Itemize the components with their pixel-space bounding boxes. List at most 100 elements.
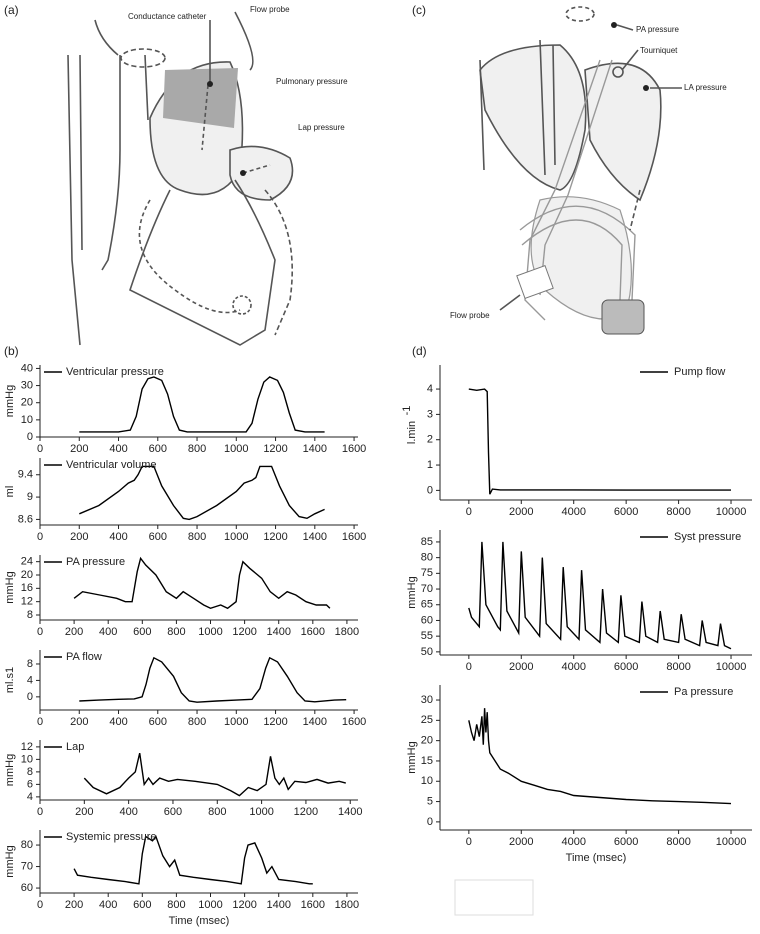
x-tick-label: 1000	[224, 443, 248, 455]
x-tick-label: 1000	[198, 899, 222, 911]
x-tick-label: 1600	[342, 443, 366, 455]
x-tick-label: 1000	[224, 531, 248, 543]
y-tick-label: 75	[421, 567, 433, 579]
y-tick-label: 10	[21, 753, 33, 765]
x-tick-label: 600	[149, 443, 167, 455]
x-tick-label: 800	[208, 806, 226, 818]
y-tick-label: 70	[21, 860, 33, 872]
y-axis-label: mmHg	[4, 385, 16, 417]
diagram-label: PA pressure	[636, 25, 680, 34]
x-tick-label: 0	[37, 626, 43, 638]
x-tick-label: 400	[99, 626, 117, 638]
x-tick-label: 1200	[263, 531, 287, 543]
x-tick-label: 600	[164, 806, 182, 818]
y-tick-label: 3	[427, 408, 433, 420]
x-tick-label: 600	[149, 716, 167, 728]
y-tick-label: 10	[421, 775, 433, 787]
x-axis-label: Time (msec)	[566, 852, 627, 864]
y-tick-label: 20	[421, 735, 433, 747]
x-tick-label: 1600	[301, 626, 325, 638]
x-tick-label: 0	[37, 716, 43, 728]
y-tick-label: 12	[21, 741, 33, 753]
x-tick-label: 800	[188, 443, 206, 455]
data-line	[79, 376, 325, 433]
x-tick-label: 0	[37, 899, 43, 911]
x-tick-label: 0	[37, 531, 43, 543]
x-tick-label: 1800	[335, 626, 359, 638]
y-tick-label: 8.6	[18, 513, 33, 525]
y-axis-label: l.min	[406, 421, 418, 444]
y-tick-label: 8	[27, 766, 33, 778]
y-tick-label: 0	[27, 691, 33, 703]
legend-label: Pa pressure	[674, 686, 733, 698]
panel-label: (a)	[4, 3, 19, 17]
x-tick-label: 8000	[666, 661, 690, 673]
y-axis-label: mmHg	[4, 571, 16, 603]
y-tick-label: 2	[427, 434, 433, 446]
x-tick-label: 0	[37, 806, 43, 818]
diagram-label: Lap pressure	[298, 123, 345, 132]
x-tick-label: 1200	[263, 716, 287, 728]
y-tick-label: 4	[27, 674, 33, 686]
diagram-label: Conductance catheter	[128, 12, 207, 21]
y-tick-label: 25	[421, 714, 433, 726]
data-line	[73, 835, 313, 885]
legend-label: Lap	[66, 741, 84, 753]
data-line	[468, 708, 732, 805]
panel-label: (d)	[412, 344, 427, 358]
x-tick-label: 1600	[342, 531, 366, 543]
heart-diagram-c	[479, 6, 682, 335]
data-line	[468, 541, 732, 650]
x-tick-label: 6000	[614, 506, 638, 518]
y-tick-label: 8	[27, 658, 33, 670]
y-axis-label: mmHg	[4, 754, 16, 786]
y-tick-label: 5	[427, 795, 433, 807]
x-tick-label: 1200	[232, 626, 256, 638]
x-tick-label: 6000	[614, 836, 638, 848]
legend-label: PA flow	[66, 651, 102, 663]
y-tick-label: 1	[427, 459, 433, 471]
x-tick-label: 200	[65, 899, 83, 911]
x-tick-label: 0	[37, 443, 43, 455]
x-tick-label: 2000	[509, 661, 533, 673]
y-tick-label: 9	[27, 491, 33, 503]
x-tick-label: 1400	[303, 531, 327, 543]
x-tick-label: 1600	[342, 716, 366, 728]
legend-label: PA pressure	[66, 556, 125, 568]
x-tick-label: 1400	[266, 626, 290, 638]
x-tick-label: 1800	[335, 899, 359, 911]
legend-label: Ventricular pressure	[66, 366, 164, 378]
x-tick-label: 1400	[303, 716, 327, 728]
y-tick-label: 80	[421, 552, 433, 564]
y-tick-label: 9.4	[18, 469, 33, 481]
x-tick-label: 4000	[561, 506, 585, 518]
x-tick-label: 1200	[294, 806, 318, 818]
y-tick-label: 55	[421, 630, 433, 642]
y-tick-label: 8	[27, 609, 33, 621]
x-tick-label: 1200	[232, 899, 256, 911]
y-axis-label: mmHg	[4, 845, 16, 877]
x-tick-label: 4000	[561, 836, 585, 848]
legend-label: Syst pressure	[674, 531, 741, 543]
y-tick-label: 15	[421, 755, 433, 767]
x-tick-label: 400	[119, 806, 137, 818]
x-tick-label: 2000	[509, 506, 533, 518]
y-tick-label: 20	[21, 569, 33, 581]
y-tick-label: 10	[21, 414, 33, 426]
y-tick-label: 20	[21, 397, 33, 409]
panel-label: (b)	[4, 344, 19, 358]
diagram-label: Pulmonary pressure	[276, 77, 348, 86]
y-tick-label: 4	[427, 383, 433, 395]
y-tick-label: 30	[21, 379, 33, 391]
x-tick-label: 400	[99, 899, 117, 911]
diagram-label: Flow probe	[450, 311, 490, 320]
y-tick-label: 0	[27, 431, 33, 443]
y-axis-label: ml	[4, 486, 16, 498]
x-tick-label: 10000	[716, 836, 747, 848]
x-tick-label: 200	[70, 443, 88, 455]
x-tick-label: 400	[109, 531, 127, 543]
legend-label: Ventricular volume	[66, 459, 157, 471]
y-tick-label: 70	[421, 583, 433, 595]
y-tick-label: 0	[427, 816, 433, 828]
